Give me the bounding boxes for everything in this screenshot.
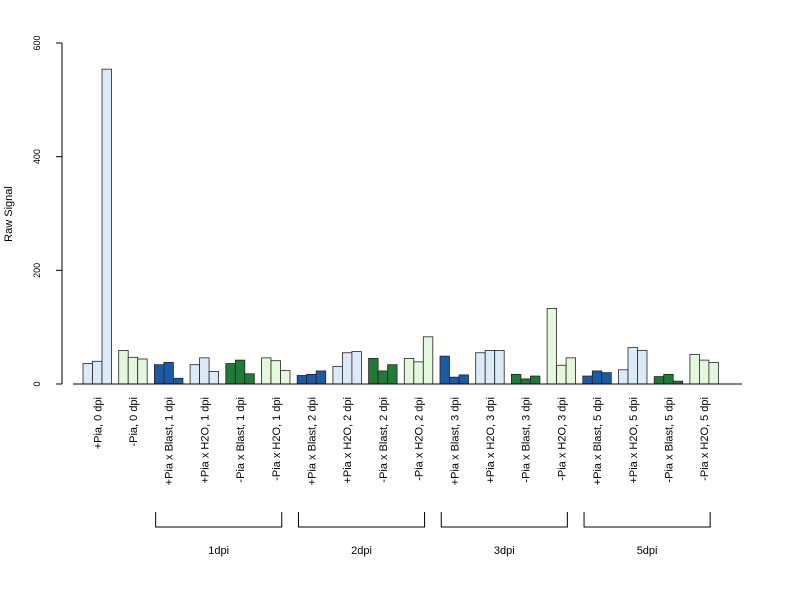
y-axis-title: Raw Signal [3, 186, 15, 242]
bar [270, 360, 281, 385]
category-label: -Pia x Blast, 5 dpi [663, 397, 675, 483]
category-labels: +Pia, 0 dpi -Pia, 0 dpi +Pia x Blast, 1 dp… [92, 397, 711, 485]
bar [387, 364, 398, 385]
category-label: -Pia x Blast, 1 dpi [235, 397, 247, 483]
bar [582, 375, 593, 385]
bar [225, 363, 236, 385]
group-bracket-label: 2dpi [351, 545, 372, 557]
bar [172, 377, 184, 385]
bar [439, 355, 450, 385]
bars [82, 68, 719, 385]
bar [351, 351, 362, 385]
bar [618, 369, 629, 385]
bar [475, 352, 486, 385]
bar [137, 358, 148, 385]
bar [494, 350, 505, 385]
group-bracket-label: 5dpi [637, 545, 658, 557]
bar [520, 378, 531, 385]
bar [261, 357, 272, 385]
bar [153, 364, 165, 385]
bar [556, 364, 567, 385]
bar [458, 374, 469, 385]
bar [689, 354, 700, 385]
bar [653, 376, 665, 385]
bar [199, 357, 210, 385]
group-brackets: 1dpi 2dpi 3dpi 5dpi [155, 512, 711, 557]
y-axis: 0 200 400 600 [32, 35, 63, 387]
bar [403, 358, 415, 385]
category-label: -Pia x H2O, 1 dpi [271, 397, 283, 481]
category-label: -Pia x H2O, 2 dpi [414, 397, 426, 481]
y-tick-label: 0 [32, 381, 42, 386]
bar [315, 370, 327, 385]
group-bracket-label: 3dpi [494, 545, 515, 557]
category-label: +Pia, 0 dpi [92, 397, 104, 449]
bar [663, 373, 674, 385]
category-label: -Pia, 0 dpi [128, 397, 140, 447]
category-label: +Pia x H2O, 5 dpi [628, 397, 640, 484]
bar [163, 362, 174, 385]
bar [306, 373, 317, 385]
group-bracket [583, 512, 711, 528]
bar [332, 365, 343, 385]
bar [92, 360, 103, 385]
bar [637, 350, 648, 385]
bar [413, 361, 424, 385]
bar [484, 350, 496, 385]
bar [296, 375, 308, 385]
category-label: -Pia x Blast, 3 dpi [521, 397, 533, 483]
category-label: +Pia x H2O, 1 dpi [199, 397, 211, 484]
bar [708, 362, 719, 385]
bar [699, 359, 710, 385]
bar [627, 347, 638, 385]
bar [341, 352, 353, 385]
bar [234, 359, 246, 385]
bar [127, 356, 139, 385]
bar [591, 370, 603, 385]
bar [546, 308, 557, 385]
category-label: +Pia x H2O, 2 dpi [342, 397, 354, 484]
group-bracket-label: 1dpi [208, 545, 229, 557]
bar [368, 358, 379, 385]
bar [422, 336, 434, 385]
group-bracket [297, 512, 426, 528]
group-bracket [155, 512, 283, 528]
bar [101, 68, 112, 385]
bar [244, 373, 255, 385]
bar [601, 372, 612, 385]
category-label: -Pia x H2O, 3 dpi [556, 397, 568, 481]
bar [530, 375, 541, 385]
category-label: +Pia x H2O, 3 dpi [485, 397, 497, 484]
bar [208, 371, 220, 385]
bar [449, 376, 460, 385]
group-bracket [440, 512, 568, 528]
y-tick-label: 200 [32, 263, 42, 278]
y-tick-label: 600 [32, 35, 42, 50]
bar [565, 357, 576, 385]
y-tick-label: 400 [32, 149, 42, 164]
category-label: +Pia x Blast, 5 dpi [592, 397, 604, 485]
bar [377, 370, 389, 385]
bar [280, 369, 291, 385]
category-label: +Pia x Blast, 1 dpi [164, 397, 176, 485]
bar [82, 363, 93, 385]
category-label: +Pia x Blast, 3 dpi [449, 397, 461, 485]
bar [118, 350, 129, 385]
bar [510, 373, 522, 385]
category-label: +Pia x Blast, 2 dpi [306, 397, 318, 485]
category-label: -Pia x H2O, 5 dpi [699, 397, 711, 481]
bar [189, 364, 201, 385]
category-label: -Pia x Blast, 2 dpi [378, 397, 390, 483]
